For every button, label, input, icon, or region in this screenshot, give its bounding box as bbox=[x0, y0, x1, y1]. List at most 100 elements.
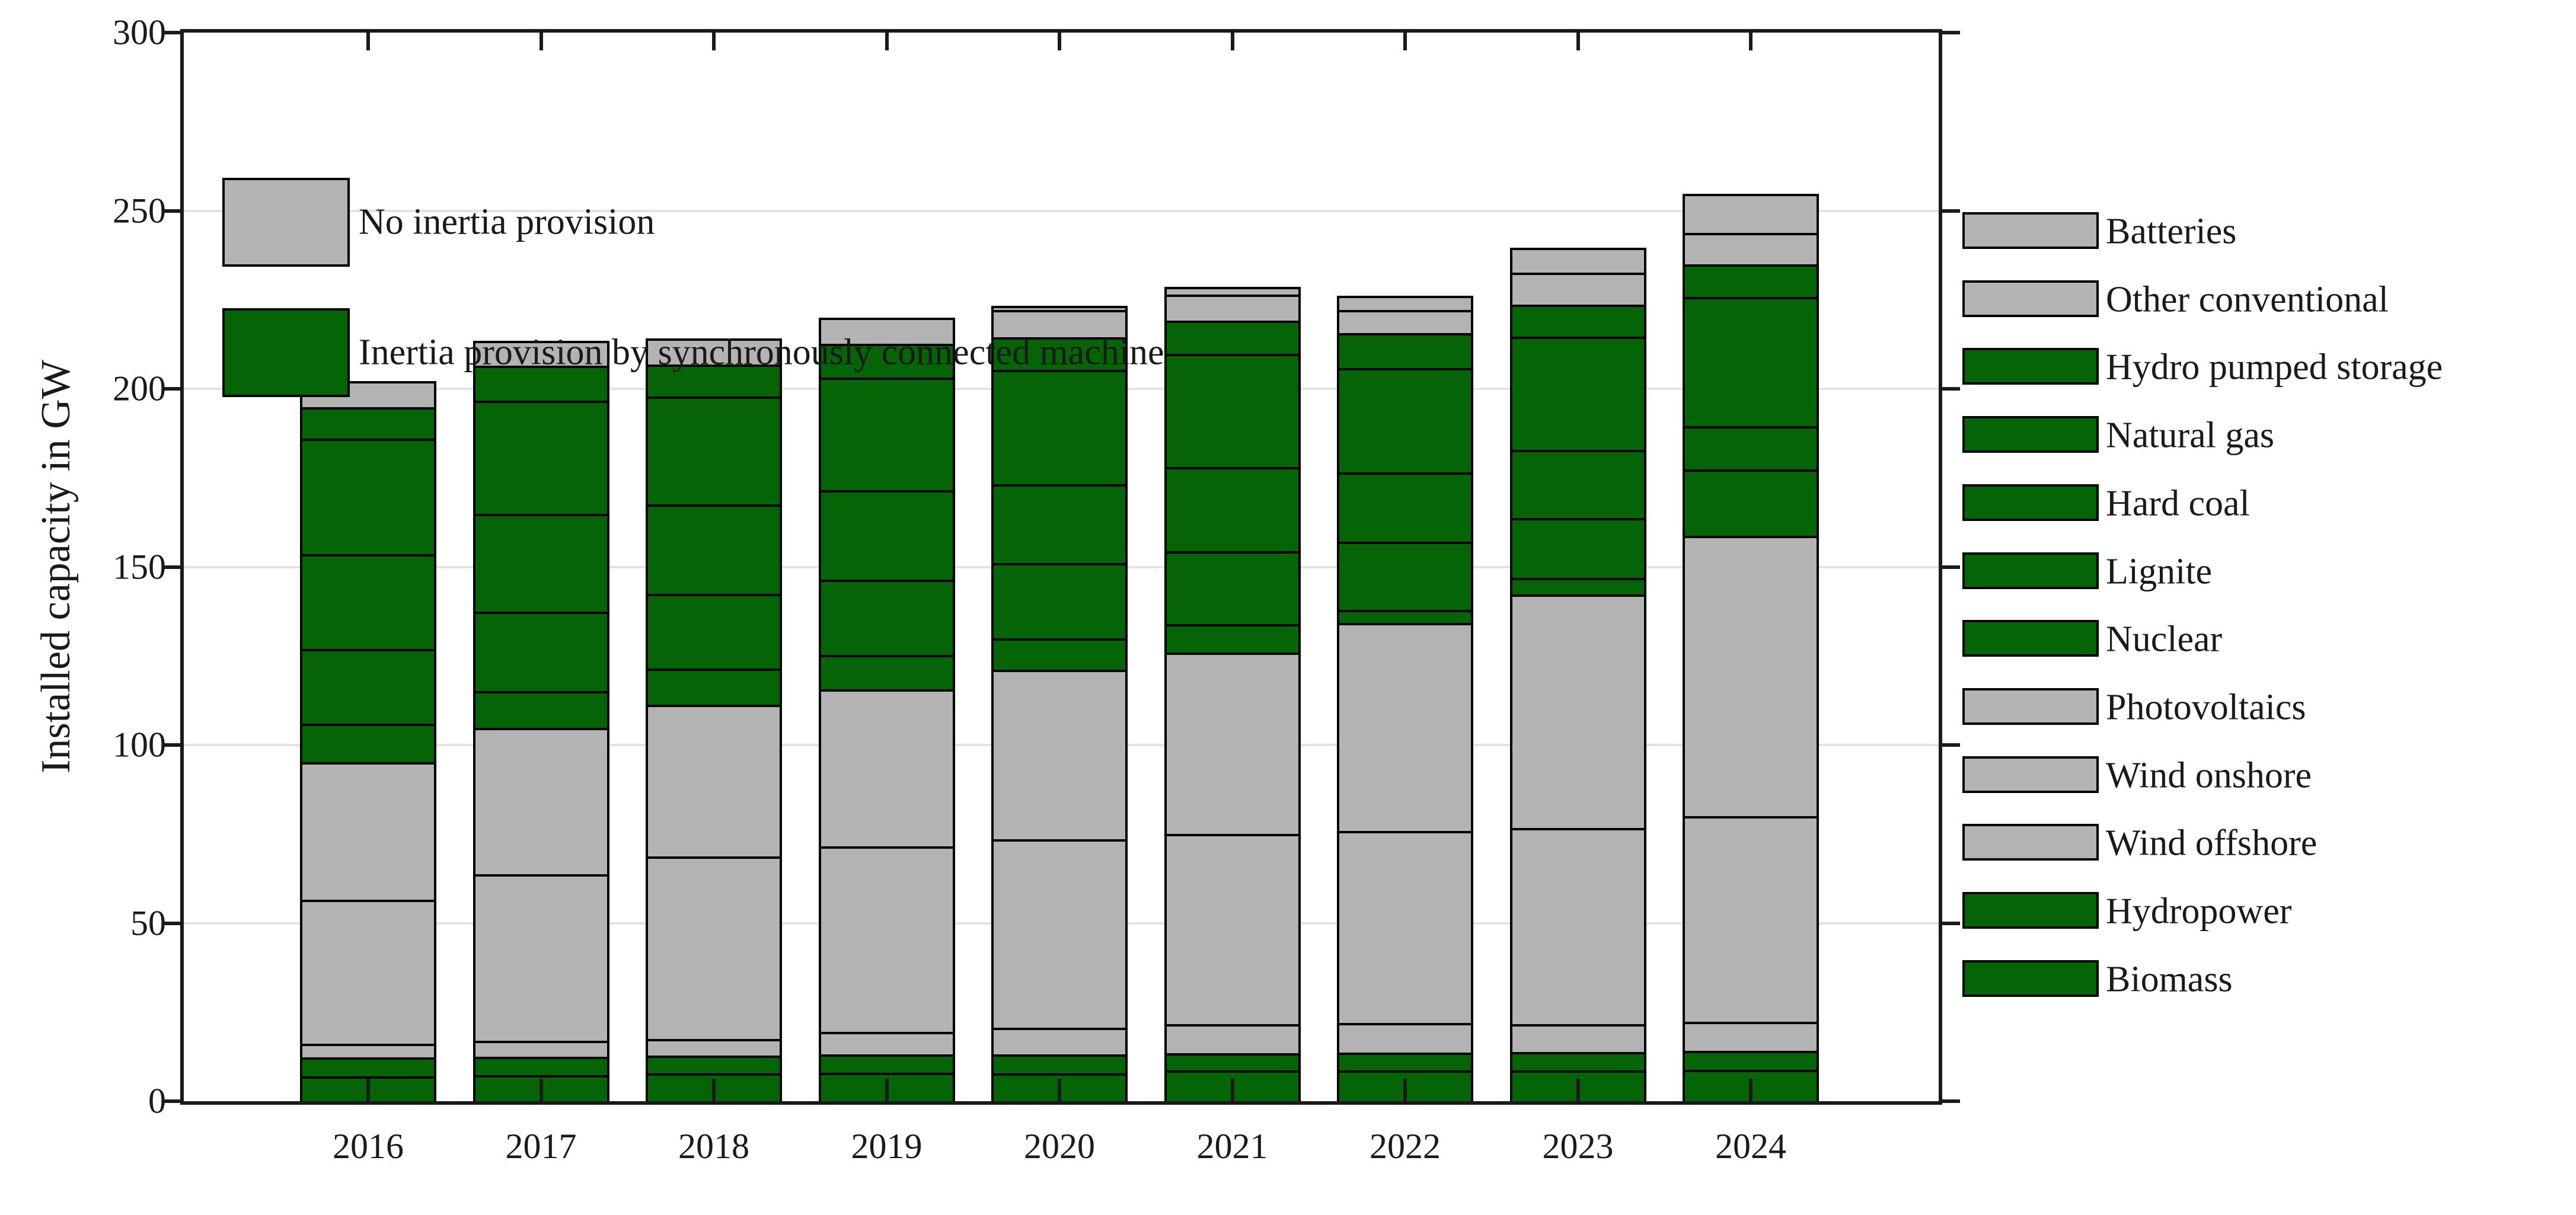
bar-segment-hydro-pumped-storage bbox=[991, 337, 1128, 370]
tech-legend-swatch-hard-coal bbox=[1962, 484, 2099, 521]
tech-legend-swatch-hydro-pumped-storage bbox=[1962, 348, 2099, 385]
y-tick-label-100: 100 bbox=[113, 725, 166, 765]
right-tick-200 bbox=[1942, 387, 1960, 391]
bar-segment-hard-coal bbox=[1164, 467, 1301, 551]
tech-legend-swatch-nuclear bbox=[1962, 620, 2099, 657]
bar-segment-nuclear bbox=[1510, 578, 1646, 594]
top-tick-2018 bbox=[712, 33, 716, 50]
bar-segment-hydropower bbox=[300, 1057, 436, 1076]
right-tick-250 bbox=[1942, 209, 1960, 213]
x-axis-spine bbox=[180, 1101, 1942, 1105]
bar-segment-hard-coal bbox=[991, 484, 1128, 563]
top-tick-2017 bbox=[540, 33, 543, 50]
top-tick-2020 bbox=[1058, 33, 1061, 50]
tech-legend-swatch-wind-onshore bbox=[1962, 756, 2099, 793]
bar-segment-wind-offshore bbox=[473, 1041, 609, 1057]
bar-segment-photovoltaics bbox=[1683, 536, 1819, 816]
y-tick-label-300: 300 bbox=[113, 12, 166, 52]
x-tick-2024 bbox=[1749, 1079, 1753, 1101]
tech-legend-swatch-other-conventional bbox=[1962, 280, 2099, 317]
inertia-legend-label: No inertia provision bbox=[359, 202, 655, 242]
bar-segment-other-conventional bbox=[1164, 295, 1301, 321]
tech-legend-swatch-natural-gas bbox=[1962, 416, 2099, 453]
tech-legend-label: Photovoltaics bbox=[2106, 687, 2306, 728]
tech-legend-label: Nuclear bbox=[2106, 619, 2223, 660]
x-tick-label-2023: 2023 bbox=[1542, 1127, 1614, 1166]
bar-segment-wind-onshore bbox=[819, 846, 955, 1032]
bar-segment-batteries bbox=[1510, 248, 1646, 273]
bar-segment-natural-gas bbox=[819, 378, 955, 490]
bar-segment-wind-onshore bbox=[1164, 834, 1301, 1024]
bar-segment-lignite bbox=[991, 563, 1128, 638]
y-tick-200 bbox=[162, 387, 180, 391]
bar-segment-wind-onshore bbox=[1510, 828, 1646, 1024]
bar-segment-natural-gas bbox=[1337, 368, 1473, 472]
y-tick-250 bbox=[162, 209, 180, 213]
bar-segment-wind-offshore bbox=[819, 1032, 955, 1054]
tech-legend-label: Biomass bbox=[2106, 959, 2233, 1000]
bar-segment-batteries bbox=[1683, 194, 1819, 233]
tech-legend-label: Lignite bbox=[2106, 551, 2213, 592]
x-tick-2023 bbox=[1576, 1079, 1580, 1101]
bar-segment-natural-gas bbox=[1164, 354, 1301, 467]
bar-segment-hard-coal bbox=[1337, 472, 1473, 542]
x-tick-label-2024: 2024 bbox=[1715, 1127, 1786, 1166]
bar-segment-other-conventional bbox=[1510, 273, 1646, 305]
bar-segment-photovoltaics bbox=[1164, 653, 1301, 834]
x-tick-2019 bbox=[885, 1079, 889, 1101]
bar-segment-nuclear bbox=[819, 655, 955, 689]
bar-segment-other-conventional bbox=[473, 341, 609, 366]
y-tick-300 bbox=[162, 31, 180, 34]
bar-segment-hydro-pumped-storage bbox=[819, 344, 955, 378]
tech-legend-label: Natural gas bbox=[2106, 415, 2275, 456]
bar-segment-other-conventional bbox=[1337, 310, 1473, 333]
y-tick-label-0: 0 bbox=[148, 1081, 166, 1121]
bar-segment-wind-onshore bbox=[473, 874, 609, 1041]
top-tick-2016 bbox=[366, 33, 370, 50]
top-tick-2019 bbox=[885, 33, 889, 50]
bar-segment-hydro-pumped-storage bbox=[473, 366, 609, 401]
bar-segment-lignite bbox=[1510, 518, 1646, 578]
bar-segment-batteries bbox=[991, 306, 1128, 310]
bar-segment-hard-coal bbox=[1510, 450, 1646, 518]
bar-segment-photovoltaics bbox=[646, 705, 782, 856]
bar-segment-nuclear bbox=[646, 669, 782, 705]
top-tick-2022 bbox=[1403, 33, 1407, 50]
bar-segment-hydro-pumped-storage bbox=[1510, 305, 1646, 337]
right-tick-0 bbox=[1942, 1099, 1960, 1103]
bar-segment-hydro-pumped-storage bbox=[300, 407, 436, 439]
bar-segment-nuclear bbox=[473, 691, 609, 728]
bar-segment-photovoltaics bbox=[473, 728, 609, 874]
bar-segment-lignite bbox=[1337, 542, 1473, 610]
bar-segment-wind-offshore bbox=[1164, 1024, 1301, 1053]
bar-segment-natural-gas bbox=[991, 370, 1128, 484]
bar-segment-photovoltaics bbox=[1337, 623, 1473, 831]
tech-legend-swatch-lignite bbox=[1962, 552, 2099, 589]
y-tick-label-200: 200 bbox=[113, 369, 166, 408]
y-tick-0 bbox=[162, 1099, 180, 1103]
bar-segment-batteries bbox=[1337, 296, 1473, 310]
y-tick-label-150: 150 bbox=[113, 547, 166, 587]
tech-legend-label: Batteries bbox=[2106, 211, 2237, 252]
bar-segment-hard-coal bbox=[1683, 426, 1819, 469]
bar-segment-natural-gas bbox=[1510, 337, 1646, 450]
tech-legend-label: Other conventional bbox=[2106, 279, 2389, 320]
x-tick-label-2017: 2017 bbox=[505, 1127, 577, 1166]
bar-segment-hydropower bbox=[819, 1054, 955, 1073]
bar-segment-natural-gas bbox=[473, 401, 609, 514]
y-tick-100 bbox=[162, 743, 180, 747]
tech-legend-swatch-hydropower bbox=[1962, 892, 2099, 929]
x-tick-2021 bbox=[1231, 1079, 1234, 1101]
bar-segment-lignite bbox=[300, 649, 436, 724]
bar-segment-nuclear bbox=[991, 638, 1128, 670]
bar-segment-hydropower bbox=[473, 1057, 609, 1075]
bar-segment-wind-offshore bbox=[991, 1028, 1128, 1054]
bar-segment-hydropower bbox=[1337, 1053, 1473, 1070]
bar-segment-batteries bbox=[1164, 287, 1301, 295]
bar-segment-lignite bbox=[819, 580, 955, 655]
bar-segment-other-conventional bbox=[819, 318, 955, 344]
right-tick-300 bbox=[1942, 31, 1960, 34]
x-tick-2022 bbox=[1403, 1079, 1407, 1101]
bar-segment-nuclear bbox=[300, 724, 436, 762]
right-spine bbox=[1939, 29, 1942, 1105]
